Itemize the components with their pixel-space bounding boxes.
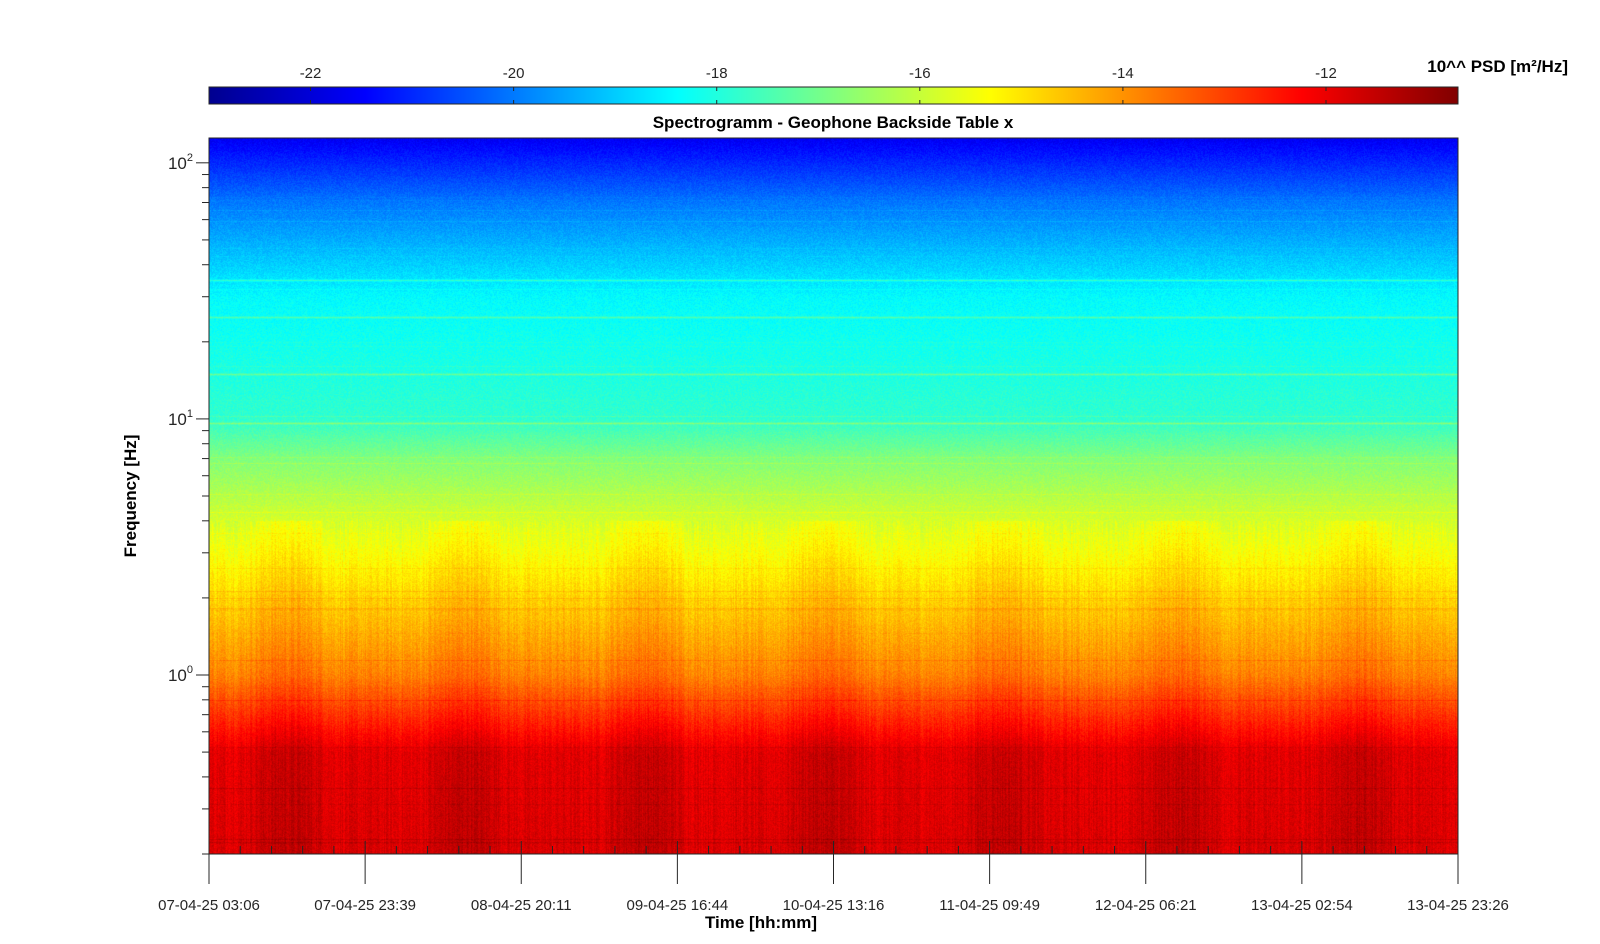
x-tick-label: 07-04-25 23:39	[314, 897, 416, 914]
colorbar-tick-label: -18	[706, 65, 728, 82]
x-axis-label: Time [hh:mm]	[705, 913, 817, 932]
colorbar-ticks: -22 -20 -18 -16 -14 -12	[300, 65, 1337, 104]
colorbar-label: 10^^ PSD [m²/Hz]	[1427, 57, 1568, 76]
y-tick-label: 102	[168, 152, 193, 173]
y-tick-base: 10	[168, 666, 187, 685]
spectrogram-heatmap	[209, 138, 1458, 854]
y-axis-label: Frequency [Hz]	[121, 435, 140, 558]
x-tick-label: 11-04-25 09:49	[939, 897, 1040, 914]
colorbar-tick-label: -14	[1112, 65, 1134, 82]
colorbar-tick-label: -22	[300, 65, 322, 82]
x-tick-label: 13-04-25 02:54	[1251, 897, 1353, 914]
x-tick-label: 09-04-25 16:44	[627, 897, 729, 914]
colorbar: -22 -20 -18 -16 -14 -12 10^^ PSD [m²/Hz]	[208, 57, 1568, 105]
spectrogram-plot-area	[209, 138, 1458, 854]
x-tick-label: 08-04-25 20:11	[471, 897, 572, 914]
x-axis: 07-04-25 03:06 07-04-25 23:39 08-04-25 20:…	[158, 841, 1509, 914]
y-tick-exponent: 2	[187, 152, 193, 164]
colorbar-gradient	[208, 86, 1459, 105]
colorbar-tick-label: -20	[503, 65, 525, 82]
y-tick-exponent: 0	[187, 664, 193, 676]
chart-title: Spectrogramm - Geophone Backside Table x	[653, 113, 1014, 132]
x-tick-label: 07-04-25 03:06	[158, 897, 260, 914]
y-tick-label: 100	[168, 664, 193, 685]
y-tick-base: 10	[168, 154, 187, 173]
colorbar-tick-label: -12	[1315, 65, 1337, 82]
x-tick-label: 13-04-25 23:26	[1407, 897, 1509, 914]
x-tick-label: 10-04-25 13:16	[783, 897, 885, 914]
y-tick-exponent: 1	[187, 408, 193, 420]
y-tick-base: 10	[168, 410, 187, 429]
x-tick-label: 12-04-25 06:21	[1095, 897, 1197, 914]
y-tick-label: 101	[168, 408, 193, 429]
colorbar-tick-label: -16	[909, 65, 931, 82]
